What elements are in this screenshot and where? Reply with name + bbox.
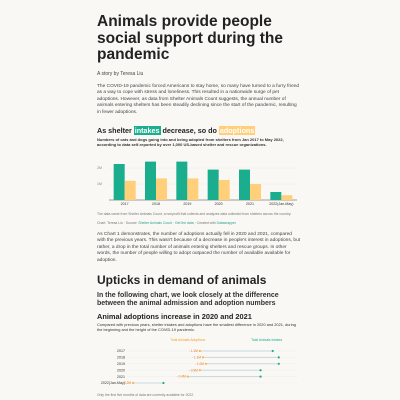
adoption-dot xyxy=(186,375,189,378)
row-label: 2021 xyxy=(117,375,125,379)
bar-intakes xyxy=(176,161,188,200)
difference-label: - 0.2M xyxy=(122,381,131,385)
section-subheading: In the following chart, we look closely … xyxy=(97,292,279,308)
bar-intakes xyxy=(207,169,219,200)
intake-dot xyxy=(259,369,262,372)
bar-intakes xyxy=(270,192,282,200)
x-tick-label: 2022(Jan-May) xyxy=(269,202,293,206)
credit-tool-link[interactable]: Datawrapper xyxy=(216,221,237,225)
chart2-range-chart: Total Animals Adoptions Total Animals Int… xyxy=(101,338,297,385)
chart1-title-intakes: intakes xyxy=(133,126,161,135)
bar-intakes xyxy=(239,169,250,200)
chart1-bar-chart: 1M 2M 2017 2018 2019 2020 2021 2022(Jan-May) xyxy=(97,161,297,206)
bar-intakes xyxy=(145,161,156,200)
article-title: Animals provide people social support du… xyxy=(97,13,284,63)
intro-paragraph: The COVID-19 pandemic forced Americans t… xyxy=(97,84,300,115)
difference-label: - 1.0M xyxy=(195,362,204,366)
credit-pre: Chart: Teresa Liu · Source: xyxy=(97,221,139,225)
byline: A story by Teresa Liu xyxy=(97,71,144,77)
bar-intakes xyxy=(113,164,125,200)
bar-adoptions xyxy=(156,178,167,200)
intake-dot xyxy=(259,375,262,378)
adoption-dot xyxy=(198,369,201,372)
adoption-dot xyxy=(201,356,204,359)
credit-source-link[interactable]: Shelter Animals Count · Get the data xyxy=(138,221,194,225)
adoption-dot xyxy=(198,349,201,353)
intake-dot xyxy=(277,356,280,359)
chart2-note: Only the first five months of data are c… xyxy=(97,393,195,397)
x-tick-label: 2019 xyxy=(183,202,191,206)
chart1-credit: Chart: Teresa Liu · Source: Shelter Anim… xyxy=(97,221,236,225)
bar-adoptions xyxy=(187,178,199,200)
intake-dot xyxy=(271,349,274,353)
x-tick-label: 2017 xyxy=(121,202,129,206)
paragraph-2: As Chart 1 demonstrates, the number of a… xyxy=(97,232,301,263)
row-label: 2018 xyxy=(117,356,125,360)
chart2-subtitle: Compared with previous years, shelter in… xyxy=(97,322,296,332)
legend-adoptions: Total Animals Adoptions xyxy=(170,338,205,342)
difference-label: - 1.1M xyxy=(189,349,198,353)
difference-label: - 0.4M xyxy=(177,375,186,379)
chart1-title-pre: As shelter xyxy=(97,126,132,135)
bar-adoptions xyxy=(281,195,293,200)
credit-post: · Created with xyxy=(193,221,217,225)
row-label: 2017 xyxy=(117,349,125,353)
y-tick-label: 1M xyxy=(97,182,102,186)
adoption-dot xyxy=(204,362,208,365)
chart2-title: Animal adoptions increase in 2020 and 20… xyxy=(97,312,252,321)
intake-dot xyxy=(277,362,280,365)
x-tick-label: 2018 xyxy=(152,202,160,206)
intake-dot xyxy=(162,381,165,385)
x-tick-label: 2020 xyxy=(215,202,223,206)
bar-adoptions xyxy=(250,184,261,200)
y-tick-label: 2M xyxy=(97,166,102,170)
bar-adoptions xyxy=(124,180,136,200)
legend-intakes: Total Animals Intakes xyxy=(251,338,282,342)
x-tick-label: 2021 xyxy=(246,202,254,206)
chart1-note: The data came from Shelter Animals Count… xyxy=(97,212,292,216)
chart1-title-adoptions: adoptions xyxy=(218,126,256,135)
bar-adoptions xyxy=(218,180,230,200)
difference-label: - 1.1M xyxy=(192,356,201,360)
chart1-title: As shelter intakes decrease, so do adopt… xyxy=(97,126,256,135)
section-heading: Upticks in demand of animals xyxy=(97,273,267,287)
row-label: 2022(Jan-May) xyxy=(101,381,125,385)
row-label: 2020 xyxy=(117,368,125,372)
chart1-title-mid: decrease, so do xyxy=(162,126,217,135)
row-label: 2019 xyxy=(117,362,125,366)
chart1-subtitle: Numbers of cats and dogs going into and … xyxy=(97,137,284,147)
difference-label: - 0.5M xyxy=(189,368,198,372)
adoption-dot xyxy=(131,381,135,385)
